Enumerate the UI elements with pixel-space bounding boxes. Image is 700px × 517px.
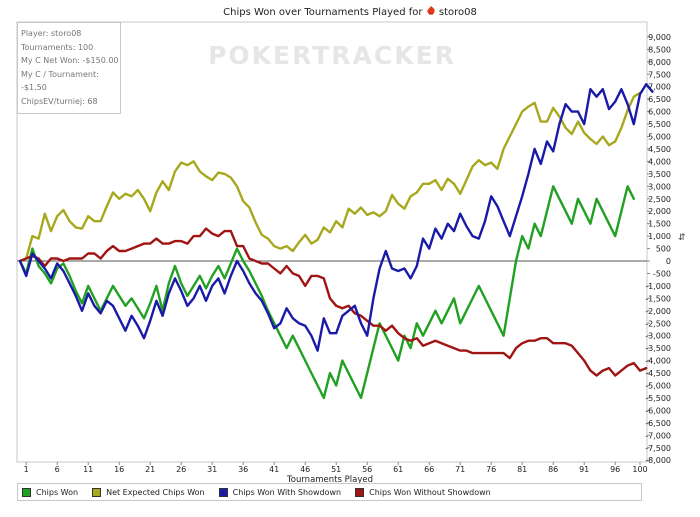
chart-title-text: Chips Won over Tournaments Played for [223, 7, 423, 18]
y-tick-label: -1,000 [645, 282, 671, 291]
legend-item: Net Expected Chips Won [92, 487, 205, 497]
legend: Chips Won Net Expected Chips Won Chips Won… [17, 483, 642, 501]
stat-net-won: My C Net Won: -$150.00 [21, 56, 119, 65]
plot-frame [16, 21, 648, 463]
x-tick-label: 76 [486, 465, 496, 474]
series-line-showdown [18, 82, 654, 352]
y-tick-label: -1,500 [645, 294, 671, 303]
legend-swatch [218, 487, 228, 497]
x-tick-label: 66 [424, 465, 434, 474]
legend-swatch [92, 487, 102, 497]
y-tick-label: 7,500 [648, 70, 671, 79]
x-tick-label: 71 [455, 465, 465, 474]
x-axis-label: Tournaments Played [286, 475, 373, 485]
y-tick-label: -4,000 [645, 357, 671, 366]
player-name: storo08 [438, 7, 477, 18]
y-tick-label: 5,000 [648, 133, 671, 142]
axis-arrow-icon: ⇵ [678, 233, 686, 243]
legend-label: Chips Won [36, 487, 79, 497]
x-tick-label: 41 [269, 465, 279, 474]
y-tick-label: -4,500 [645, 369, 671, 378]
y-tick-label: -5,000 [645, 382, 671, 391]
stat-tournaments: Tournaments: 100 [21, 42, 94, 52]
legend-label: Chips Won Without Showdown [369, 487, 491, 497]
x-tick-label: 56 [362, 465, 372, 474]
y-tick-label: -3,000 [645, 332, 671, 341]
y-tick-label: 3,000 [648, 182, 671, 191]
y-tick-label: 3,500 [648, 170, 671, 179]
y-tick-label: -2,500 [645, 319, 671, 328]
x-tick-label: 46 [300, 465, 310, 474]
x-tick-label: 6 [55, 465, 60, 474]
y-tick-label: 2,500 [648, 195, 671, 204]
x-tick-label: 26 [176, 465, 186, 474]
y-tick-label: 4,500 [648, 145, 671, 154]
y-tick-label: 6,000 [648, 108, 671, 117]
y-tick-label: 500 [656, 245, 671, 254]
x-tick-label: 86 [548, 465, 558, 474]
legend-label: Net Expected Chips Won [106, 487, 205, 497]
x-tick-label: 100 [632, 465, 647, 474]
y-tick-label: -500 [653, 269, 671, 278]
y-tick-label: -5,500 [645, 394, 671, 403]
y-tick-label: -6,000 [645, 406, 671, 415]
y-tick-label: 4,000 [648, 157, 671, 166]
y-tick-label: -7,000 [645, 431, 671, 440]
legend-item: Chips Won Without Showdown [355, 487, 491, 497]
x-tick-label: 51 [331, 465, 341, 474]
watermark: POKERTRACKER [208, 41, 456, 70]
x-tick-label: 16 [114, 465, 124, 474]
y-tick-label: -3,500 [645, 344, 671, 353]
stat-chipsev: ChipsEV/turniej: 68 [21, 96, 98, 106]
legend-swatch [355, 487, 365, 497]
y-tick-label: -8,000 [645, 456, 671, 465]
x-tick-label: 21 [145, 465, 155, 474]
x-tick-label: 61 [393, 465, 403, 474]
y-tick-label: 1,000 [648, 232, 671, 241]
series-line-net-expected [18, 91, 642, 263]
x-tick-label: 81 [517, 465, 527, 474]
stats-box: Player: storo08 Tournaments: 100 My C Ne… [17, 22, 121, 114]
y-tick-label: 8,000 [648, 58, 671, 67]
y-tick-label: 8,500 [648, 45, 671, 54]
legend-swatch [22, 487, 31, 497]
y-tick-label: 7,000 [648, 83, 671, 92]
legend-item: Chips Won [22, 487, 79, 497]
x-tick-label: 91 [579, 465, 589, 474]
series-line-chips-won [18, 185, 635, 400]
legend-label: Chips Won With Showdown [232, 487, 342, 497]
y-tick-label: 1,500 [648, 220, 671, 229]
stat-per-tournament: My C / Tournament: -$1.50 [21, 69, 99, 93]
legend-item: Chips Won With Showdown [218, 487, 342, 497]
y-tick-label: -6,500 [645, 419, 671, 428]
x-tick-label: 31 [207, 465, 217, 474]
x-tick-label: 1 [24, 465, 29, 474]
y-tick-label: 2,000 [648, 207, 671, 216]
x-tick-label: 36 [238, 465, 248, 474]
series-line-without-showdown [18, 227, 648, 377]
y-tick-label: 0 [666, 257, 671, 266]
y-tick-label: 6,500 [648, 95, 671, 104]
y-tick-label: -2,000 [645, 307, 671, 316]
x-tick-label: 96 [610, 465, 620, 474]
y-tick-label: 9,000 [648, 33, 671, 42]
y-tick-label: -7,500 [645, 444, 671, 453]
y-tick-label: 5,500 [648, 120, 671, 129]
x-tick-label: 11 [83, 465, 93, 474]
chart-title: Chips Won over Tournaments Played for st… [0, 6, 700, 18]
poker-chip-icon [427, 6, 435, 15]
stat-player: Player: storo08 [21, 29, 82, 38]
